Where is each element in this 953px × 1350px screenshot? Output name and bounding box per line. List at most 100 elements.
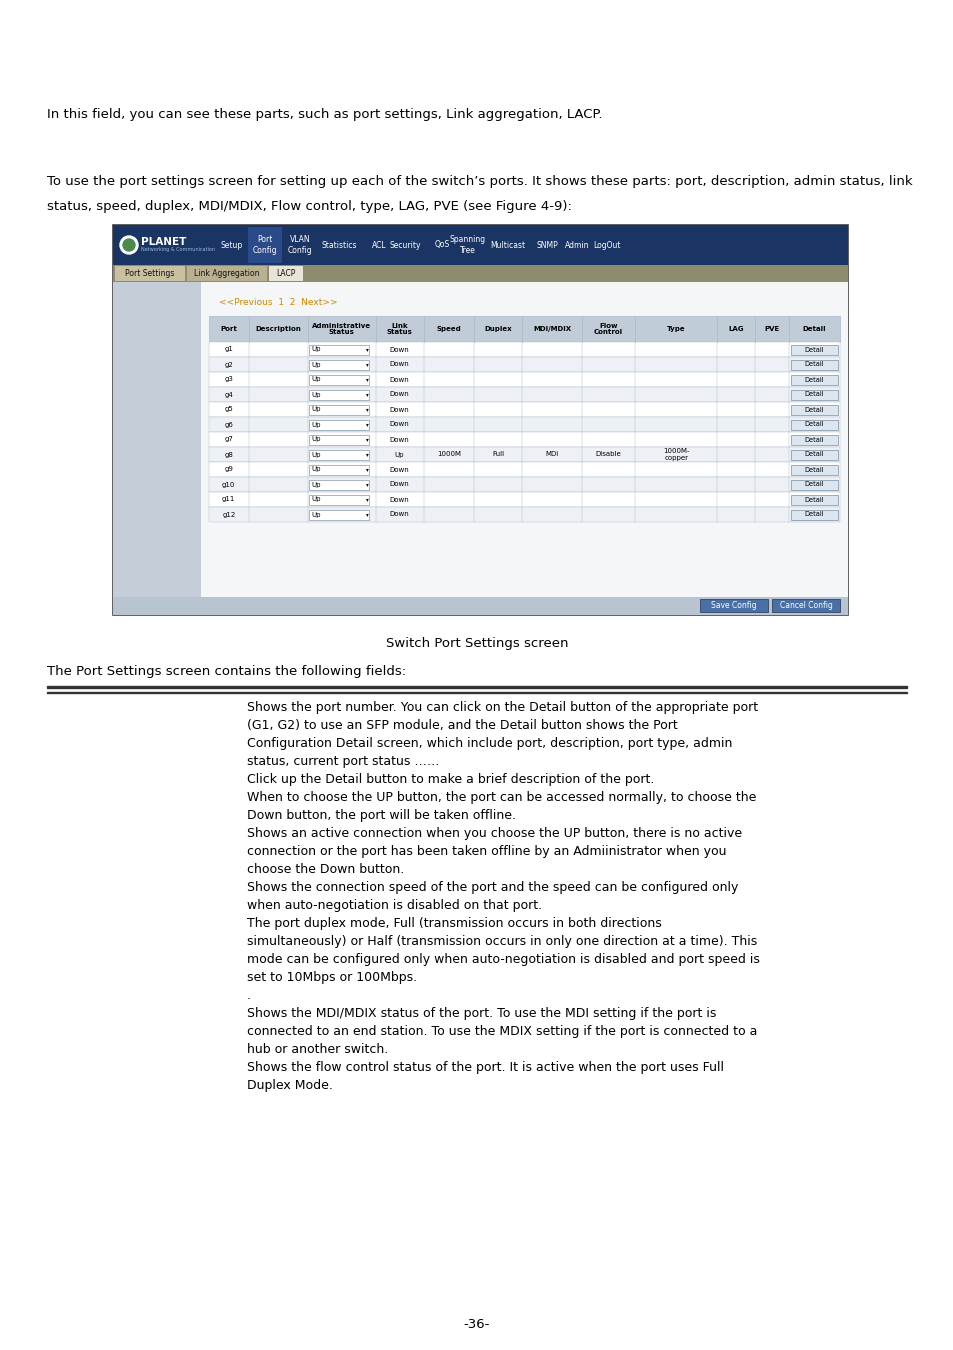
Text: Duplex: Duplex — [484, 325, 512, 332]
Text: 1000M: 1000M — [436, 451, 460, 458]
Text: Up: Up — [312, 377, 321, 382]
Text: ▾: ▾ — [365, 437, 368, 441]
Bar — [790, 420, 837, 429]
Bar — [790, 374, 837, 385]
Text: Detail: Detail — [804, 451, 823, 458]
Text: ▾: ▾ — [365, 497, 368, 502]
Text: LogOut: LogOut — [593, 240, 620, 250]
Text: Up: Up — [312, 436, 321, 443]
Text: ▾: ▾ — [365, 482, 368, 487]
Text: To use the port settings screen for setting up each of the switch’s ports. It sh: To use the port settings screen for sett… — [47, 176, 912, 188]
Text: Detail: Detail — [804, 436, 823, 443]
Text: Down: Down — [389, 497, 409, 502]
Bar — [700, 599, 767, 612]
Text: Detail: Detail — [804, 406, 823, 413]
Bar — [790, 390, 837, 400]
Text: Detail: Detail — [804, 497, 823, 502]
Bar — [309, 494, 368, 505]
Text: Switch Port Settings screen: Switch Port Settings screen — [385, 637, 568, 649]
Bar — [112, 225, 847, 265]
Text: Port
Config: Port Config — [253, 235, 277, 255]
Text: Down: Down — [389, 377, 409, 382]
Text: Down: Down — [389, 467, 409, 472]
Text: g4: g4 — [224, 392, 233, 397]
Text: Up: Up — [312, 497, 321, 502]
Text: ▾: ▾ — [365, 377, 368, 382]
Text: Up: Up — [312, 467, 321, 472]
Bar — [209, 373, 840, 387]
Bar — [309, 464, 368, 474]
Text: Administrative
Status: Administrative Status — [312, 323, 371, 335]
Text: ▾: ▾ — [365, 347, 368, 352]
Bar — [209, 447, 840, 462]
Text: g3: g3 — [224, 377, 233, 382]
Bar — [309, 509, 368, 520]
Bar — [187, 266, 267, 281]
Text: Statistics: Statistics — [321, 240, 356, 250]
Bar — [790, 464, 837, 474]
Bar — [771, 599, 840, 612]
Text: Detail: Detail — [801, 325, 825, 332]
Bar — [309, 344, 368, 355]
Text: Multicast: Multicast — [490, 240, 525, 250]
Text: MDI/MDIX: MDI/MDIX — [533, 325, 571, 332]
Bar — [209, 462, 840, 477]
Text: VLAN
Config: VLAN Config — [288, 235, 312, 255]
Text: status, speed, duplex, MDI/MDIX, Flow control, type, LAG, PVE (see Figure 4-9):: status, speed, duplex, MDI/MDIX, Flow co… — [47, 200, 571, 213]
Bar — [209, 508, 840, 522]
Text: Up: Up — [312, 362, 321, 367]
Text: Full: Full — [492, 451, 504, 458]
Bar — [47, 686, 906, 688]
Text: Speed: Speed — [436, 325, 461, 332]
Circle shape — [120, 236, 138, 254]
Text: QoS: QoS — [434, 240, 449, 250]
Text: Up: Up — [312, 392, 321, 397]
Bar — [209, 477, 840, 491]
Circle shape — [123, 239, 135, 251]
Bar — [209, 432, 840, 447]
Text: g6: g6 — [224, 421, 233, 428]
Text: g8: g8 — [224, 451, 233, 458]
Text: SNMP: SNMP — [536, 240, 558, 250]
Text: Down: Down — [389, 362, 409, 367]
Text: MDI: MDI — [545, 451, 558, 458]
Text: Down: Down — [389, 347, 409, 352]
Text: Up: Up — [395, 451, 404, 458]
Text: Networking & Communication: Networking & Communication — [141, 247, 214, 252]
Bar — [112, 597, 847, 616]
Bar — [201, 282, 847, 597]
Text: Detail: Detail — [804, 512, 823, 517]
Bar — [209, 356, 840, 373]
Bar — [309, 479, 368, 490]
Text: Down: Down — [389, 436, 409, 443]
Text: ▾: ▾ — [365, 362, 368, 367]
Text: Up: Up — [312, 482, 321, 487]
Bar — [790, 435, 837, 444]
Text: Up: Up — [312, 451, 321, 458]
Text: g2: g2 — [224, 362, 233, 367]
Text: g9: g9 — [224, 467, 233, 472]
Text: Description: Description — [255, 325, 301, 332]
Bar — [309, 405, 368, 414]
Bar — [309, 450, 368, 459]
Text: Up: Up — [312, 406, 321, 413]
Bar — [790, 509, 837, 520]
Bar — [790, 405, 837, 414]
Text: g7: g7 — [224, 436, 233, 443]
Text: Type: Type — [666, 325, 685, 332]
Text: Detail: Detail — [804, 362, 823, 367]
Text: Down: Down — [389, 482, 409, 487]
Text: Detail: Detail — [804, 482, 823, 487]
Text: Port Settings: Port Settings — [125, 269, 174, 278]
Text: <<Previous  1  2  Next>>: <<Previous 1 2 Next>> — [219, 298, 337, 306]
Text: Detail: Detail — [804, 377, 823, 382]
Bar — [790, 450, 837, 459]
Text: g5: g5 — [224, 406, 233, 413]
Text: Admin: Admin — [564, 240, 589, 250]
Text: Up: Up — [312, 512, 321, 517]
Text: Up: Up — [312, 421, 321, 428]
Bar — [309, 374, 368, 385]
Bar — [309, 435, 368, 444]
Bar — [269, 266, 303, 281]
Bar — [790, 359, 837, 370]
